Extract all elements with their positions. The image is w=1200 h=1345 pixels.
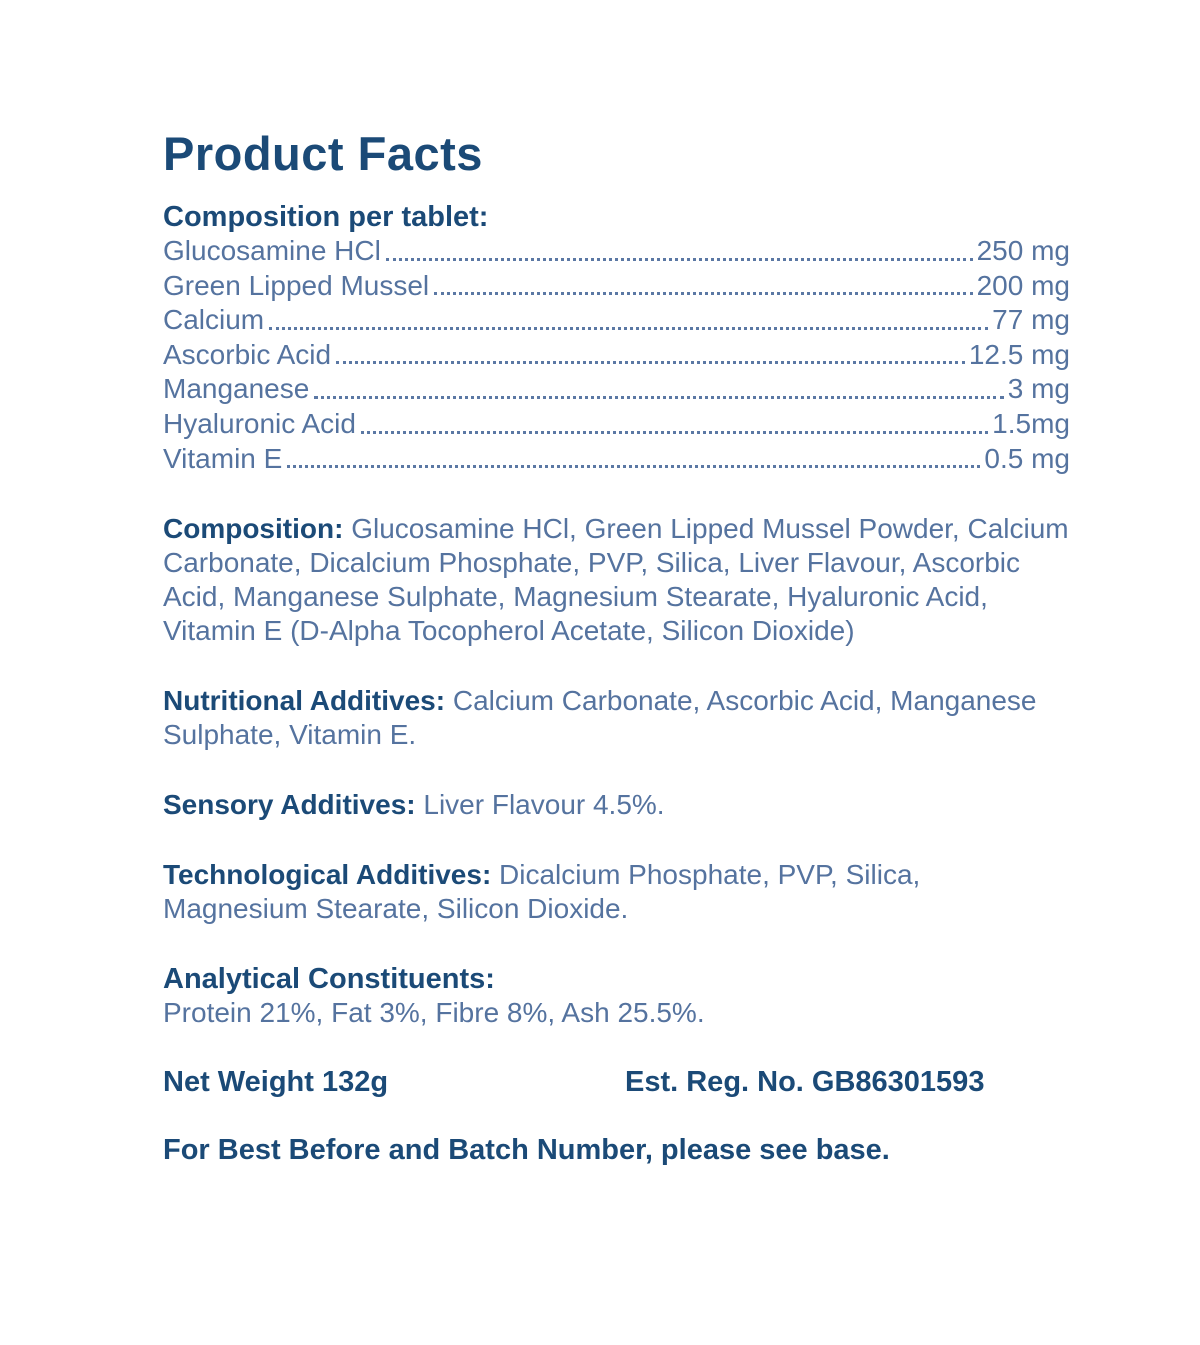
- section-technological-additives: Technological Additives: Dicalcium Phosp…: [163, 858, 1070, 926]
- product-facts-panel: Product Facts Composition per tablet: Gl…: [163, 128, 1070, 1167]
- section-text: Dicalcium Phosphate, PVP, Silica, Magnes…: [163, 859, 921, 925]
- ingredient-name: Manganese: [163, 373, 310, 405]
- composition-row: Vitamin E 0.5 mg: [163, 442, 1070, 477]
- section-text: Calcium Carbonate, Ascorbic Acid, Mangan…: [163, 685, 1037, 751]
- section-text: Liver Flavour 4.5%.: [423, 789, 665, 821]
- dot-leader: [287, 465, 981, 469]
- best-before-note: For Best Before and Batch Number, please…: [163, 1134, 890, 1167]
- composition-row: Calcium 77 mg: [163, 303, 1070, 338]
- section-sensory-additives: Sensory Additives: Liver Flavour 4.5%.: [163, 788, 1070, 822]
- composition-row: Glucosamine HCl 250 mg: [163, 234, 1070, 269]
- ingredient-amount: 250 mg: [976, 235, 1070, 266]
- analytical-constituents-heading: Analytical Constituents:: [163, 963, 495, 996]
- section-label: Technological Additives:: [163, 859, 492, 891]
- ingredient-amount: 1.5mg: [992, 407, 1070, 439]
- composition-row: Green Lipped Mussel 200 mg: [163, 269, 1070, 304]
- est-reg-number: Est. Reg. No. GB86301593: [625, 1066, 985, 1099]
- dot-leader: [385, 257, 973, 261]
- ingredient-name: Hyaluronic Acid: [163, 407, 356, 439]
- section-label: Nutritional Additives:: [163, 685, 446, 717]
- ingredient-amount: 12.5 mg: [968, 338, 1070, 370]
- dot-leader: [360, 430, 989, 434]
- ingredient-amount: 77 mg: [992, 304, 1070, 336]
- section-label: Sensory Additives:: [163, 789, 416, 821]
- page-title: Product Facts: [163, 127, 483, 180]
- dot-leader: [314, 395, 1004, 399]
- dot-leader: [336, 361, 965, 365]
- composition-table-heading: Composition per tablet:: [163, 201, 489, 233]
- composition-table: Composition per tablet: Glucosamine HCl …: [163, 200, 1070, 476]
- composition-row: Ascorbic Acid 12.5 mg: [163, 338, 1070, 373]
- ingredient-amount: 200 mg: [976, 269, 1070, 301]
- weight-registration-row: Net Weight 132g Est. Reg. No. GB86301593: [163, 1065, 1070, 1099]
- composition-row: Manganese 3 mg: [163, 372, 1070, 407]
- ingredient-name: Ascorbic Acid: [163, 338, 332, 370]
- label-content: Product Facts Composition per tablet: Gl…: [163, 128, 1070, 1167]
- section-label: Composition:: [163, 513, 344, 545]
- ingredient-amount: 0.5 mg: [984, 442, 1070, 474]
- section-nutritional-additives: Nutritional Additives: Calcium Carbonate…: [163, 684, 1070, 752]
- ingredient-name: Calcium: [163, 304, 265, 336]
- composition-row: Hyaluronic Acid 1.5mg: [163, 407, 1070, 442]
- net-weight: Net Weight 132g: [163, 1066, 389, 1099]
- analytical-constituents-text: Protein 21%, Fat 3%, Fibre 8%, Ash 25.5%…: [163, 997, 705, 1029]
- ingredient-name: Green Lipped Mussel: [163, 269, 430, 301]
- section-text: Glucosamine HCl, Green Lipped Mussel Pow…: [163, 513, 1069, 647]
- ingredient-amount: 3 mg: [1007, 373, 1070, 405]
- dot-leader: [269, 326, 989, 330]
- section-composition: Composition: Glucosamine HCl, Green Lipp…: [163, 512, 1070, 648]
- ingredient-name: Glucosamine HCl: [163, 235, 381, 266]
- dot-leader: [434, 292, 973, 296]
- ingredient-name: Vitamin E: [163, 442, 283, 474]
